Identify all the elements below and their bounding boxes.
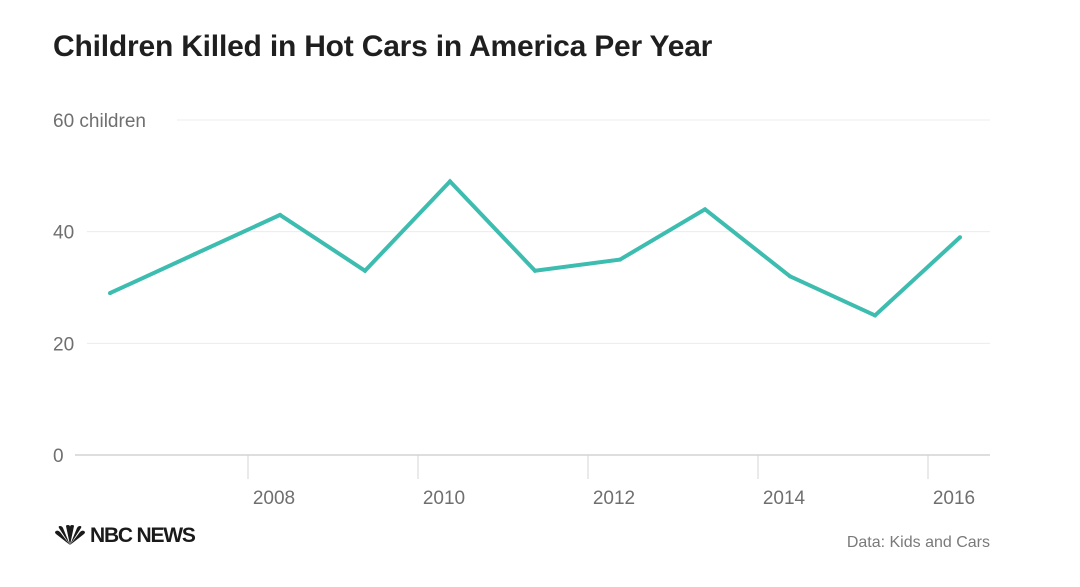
x-tick-label: 2012 <box>593 488 635 509</box>
x-tick-label: 2008 <box>253 488 295 509</box>
chart-title: Children Killed in Hot Cars in America P… <box>53 30 713 63</box>
nbc-peacock-icon <box>55 525 85 545</box>
data-point <box>618 257 622 262</box>
x-tick-label: 2010 <box>423 488 465 509</box>
y-tick-label: 40 <box>53 223 74 244</box>
data-point <box>703 207 707 212</box>
y-tick-label: 60 children <box>53 111 146 132</box>
series <box>108 178 962 318</box>
x-axis-ticks: 2008 2010 2012 2014 2016 <box>247 455 975 509</box>
data-point <box>278 212 282 217</box>
nbc-news-wordmark: NBC NEWS <box>90 524 196 547</box>
y-axis-tick-labels: 0 20 40 60 children <box>53 111 146 467</box>
data-point <box>958 235 962 240</box>
data-point <box>108 291 112 296</box>
data-point <box>363 268 367 273</box>
data-point <box>193 252 197 256</box>
y-tick-label: 20 <box>53 334 74 355</box>
data-point <box>788 274 792 279</box>
data-point <box>533 268 537 273</box>
series-line <box>109 178 962 318</box>
grid-lines <box>75 119 990 456</box>
x-tick-label: 2014 <box>763 488 806 509</box>
y-tick-label: 0 <box>53 446 64 467</box>
data-source: Data: Kids and Cars <box>846 534 990 551</box>
nbc-news-logo: NBC NEWS <box>53 524 196 548</box>
data-point <box>448 179 452 184</box>
data-point <box>873 313 877 318</box>
x-tick-label: 2016 <box>933 488 975 509</box>
